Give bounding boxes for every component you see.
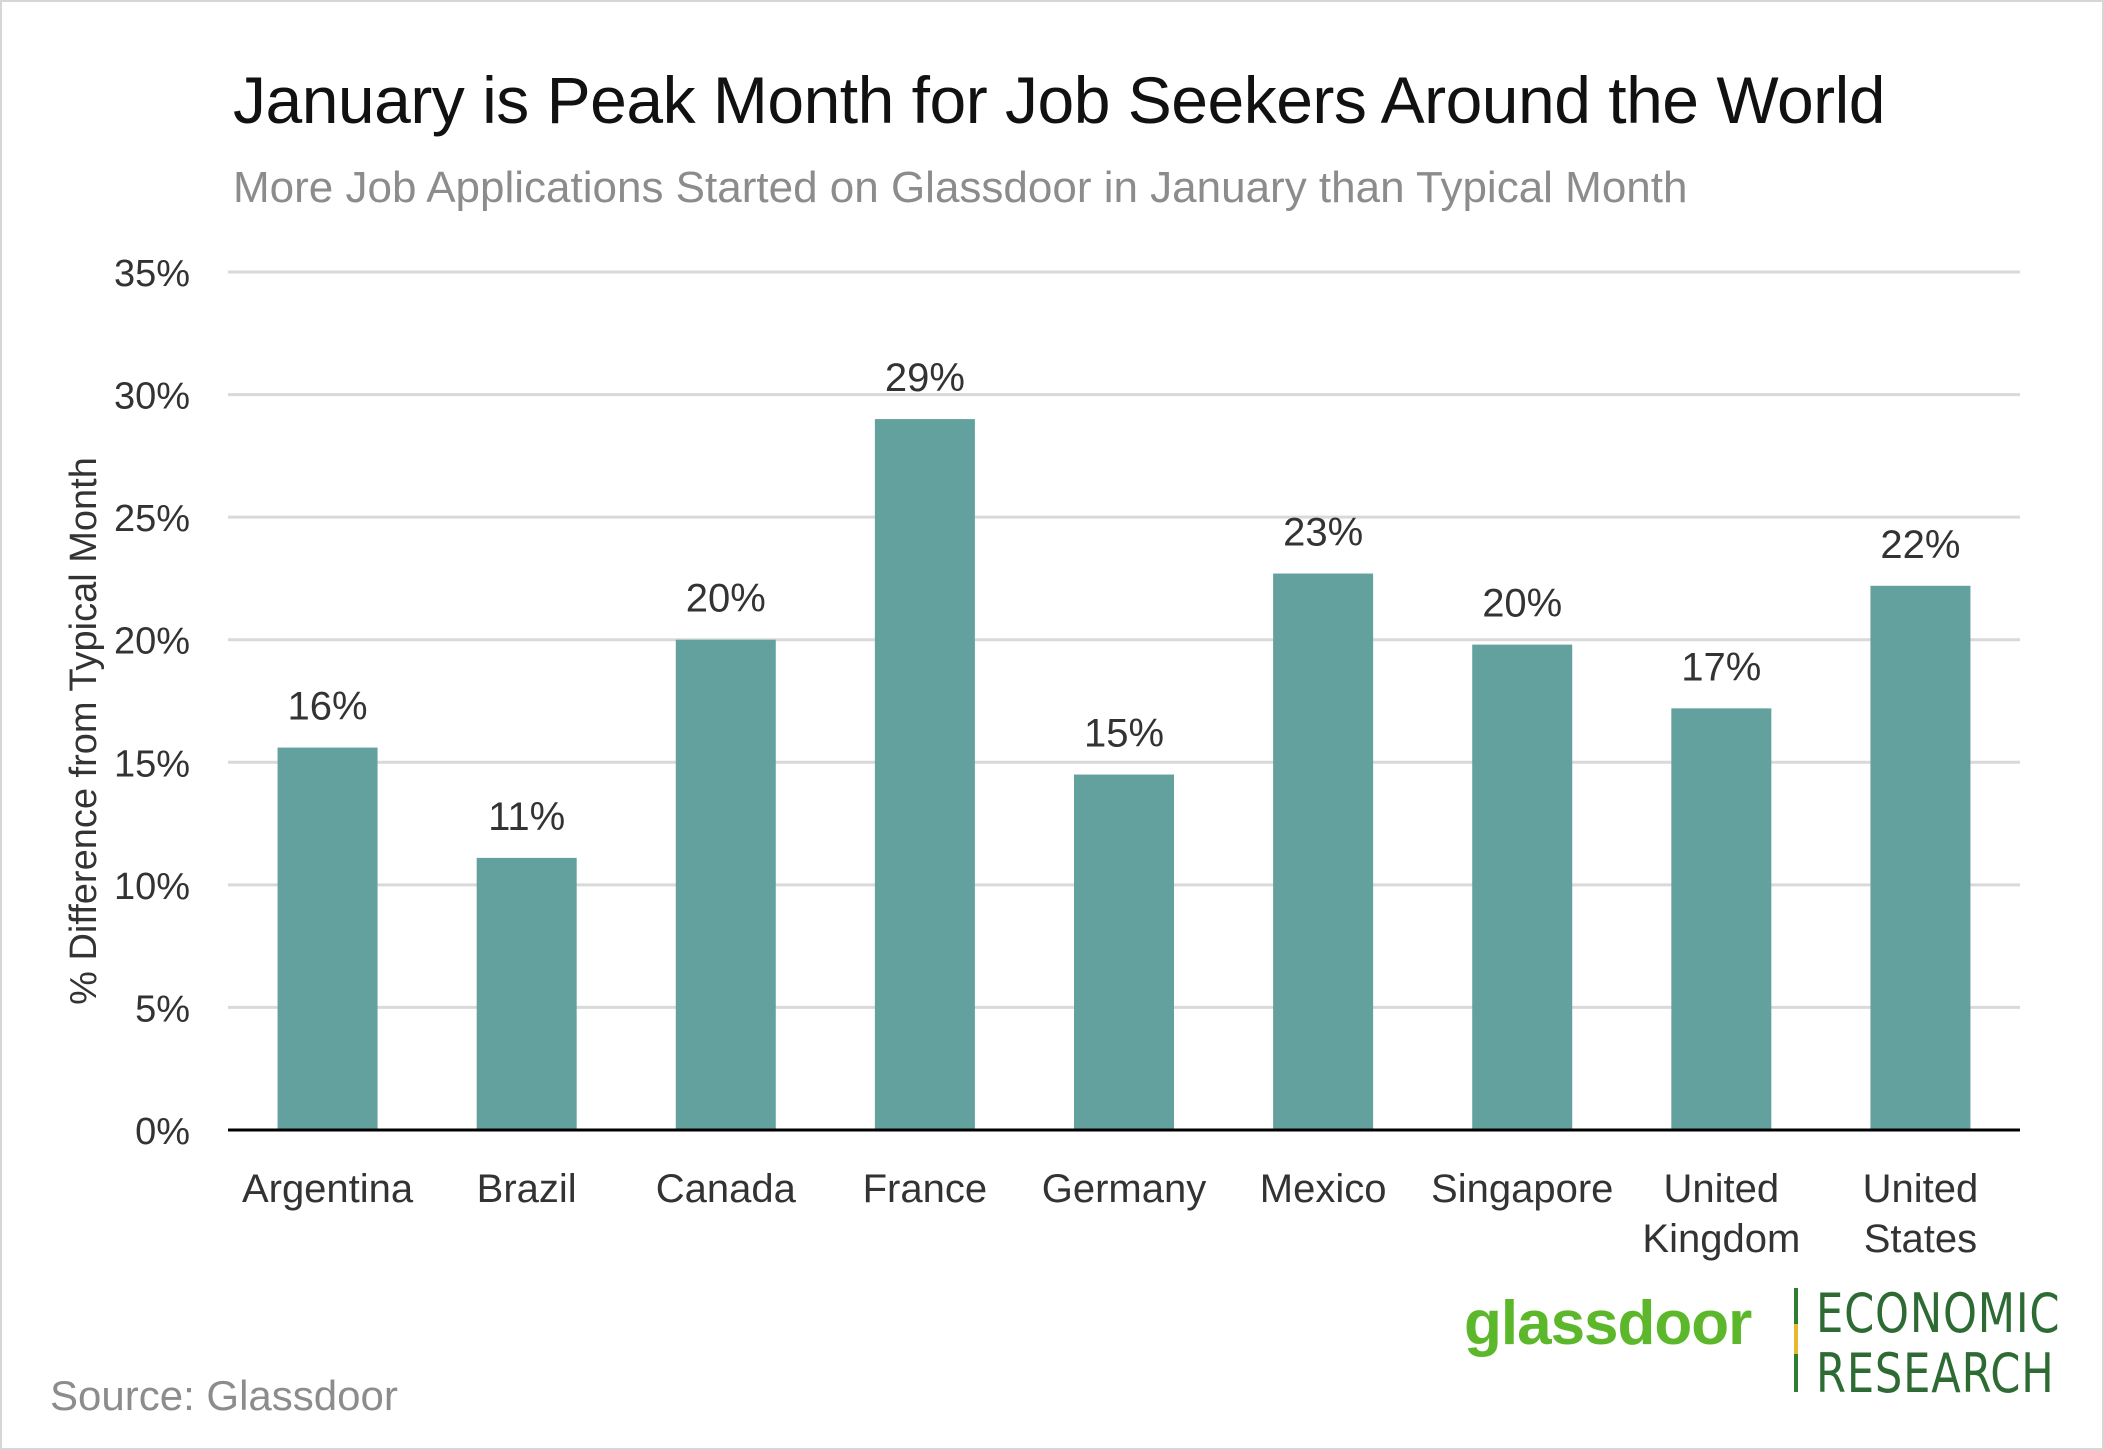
bar bbox=[476, 857, 577, 1130]
bar bbox=[1074, 774, 1174, 1130]
x-tick-label: Singapore bbox=[1431, 1167, 1613, 1211]
data-label: 20% bbox=[686, 577, 766, 621]
y-tick-label: 20% bbox=[114, 621, 190, 663]
x-tick-label: Mexico bbox=[1260, 1167, 1387, 1211]
source-note: Source: Glassdoor bbox=[50, 1372, 398, 1419]
bar bbox=[1273, 573, 1374, 1130]
data-label: 20% bbox=[1482, 582, 1562, 626]
x-tick-label: United bbox=[1863, 1167, 1979, 1211]
bar bbox=[1671, 708, 1772, 1130]
data-label: 16% bbox=[288, 685, 368, 729]
logo-wordmark: glassdoor bbox=[1464, 1289, 1752, 1358]
glassdoor-economic-research-logo: glassdoor ECONOMIC RESEARCH bbox=[1464, 1284, 2064, 1404]
logo-economic-research: ECONOMIC RESEARCH bbox=[1816, 1284, 2060, 1404]
data-label: 17% bbox=[1681, 645, 1761, 689]
y-tick-label: 25% bbox=[114, 498, 190, 540]
chart-title: January is Peak Month for Job Seekers Ar… bbox=[233, 63, 1886, 137]
bar bbox=[277, 747, 378, 1130]
y-tick-label: 15% bbox=[114, 743, 190, 785]
x-tick-label: Argentina bbox=[242, 1167, 414, 1211]
x-tick-label: States bbox=[1864, 1217, 1977, 1261]
x-tick-label: France bbox=[863, 1167, 988, 1211]
y-tick-label: 0% bbox=[135, 1111, 190, 1153]
x-tick-label: Brazil bbox=[477, 1167, 577, 1211]
chart-subtitle: More Job Applications Started on Glassdo… bbox=[233, 163, 1688, 212]
data-label: 15% bbox=[1084, 712, 1164, 756]
logo-research-line: RESEARCH bbox=[1816, 1342, 2055, 1405]
logo-divider bbox=[1794, 1288, 1798, 1392]
logo-economic-line: ECONOMIC bbox=[1816, 1282, 2061, 1345]
data-label: 29% bbox=[885, 356, 965, 400]
data-label: 22% bbox=[1880, 523, 1960, 567]
y-tick-label: 5% bbox=[135, 988, 190, 1030]
bar bbox=[1870, 585, 1971, 1130]
bar bbox=[675, 639, 776, 1130]
y-tick-label: 35% bbox=[114, 253, 190, 295]
y-tick-label: 10% bbox=[114, 866, 190, 908]
x-tick-label: Germany bbox=[1042, 1167, 1207, 1211]
bar bbox=[1472, 644, 1573, 1130]
data-label: 23% bbox=[1283, 511, 1363, 555]
data-label: 11% bbox=[488, 795, 565, 839]
x-tick-label: Kingdom bbox=[1642, 1217, 1800, 1261]
x-tick-label: Canada bbox=[656, 1167, 797, 1211]
y-tick-label: 30% bbox=[114, 376, 190, 418]
x-tick-label: United bbox=[1664, 1167, 1780, 1211]
bar bbox=[874, 419, 975, 1131]
y-axis-label: % Difference from Typical Month bbox=[63, 457, 105, 1005]
